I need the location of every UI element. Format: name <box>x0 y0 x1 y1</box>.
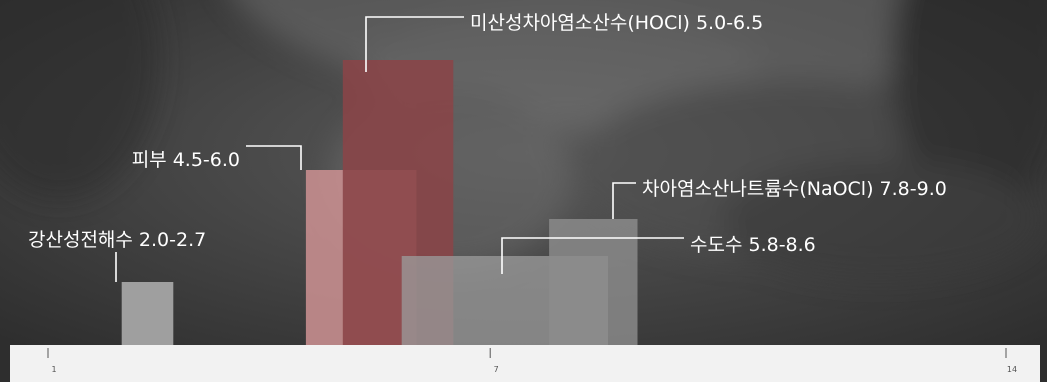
range-label: 차아염소산나트륨수(NaOCl) 7.8-9.0 <box>642 178 947 200</box>
range-bar <box>121 282 174 345</box>
range-label: 피부 4.5-6.0 <box>132 149 240 171</box>
x-tick-label: 1 <box>51 365 56 374</box>
callout-leader-line <box>612 182 636 219</box>
callout-leader-line <box>246 145 302 170</box>
callout-leader-line <box>365 16 464 72</box>
callout-leader-line <box>501 237 684 274</box>
bars-layer <box>121 60 638 345</box>
range-label: 수도수 5.8-8.6 <box>690 234 816 256</box>
x-axis-band <box>10 345 1040 382</box>
x-axis: 1 7 14 <box>47 348 1017 374</box>
x-tick-label: 14 <box>1007 365 1017 374</box>
range-bar <box>549 219 638 345</box>
range-label: 미산성차아염소산수(HOCl) 5.0-6.5 <box>470 12 763 34</box>
callouts-layer: 강산성전해수 2.0-2.7 피부 4.5-6.0 미산성차아염소산수(HOCl) … <box>28 12 947 282</box>
x-tick-label: 7 <box>494 365 499 374</box>
range-label: 강산성전해수 2.0-2.7 <box>28 229 206 251</box>
